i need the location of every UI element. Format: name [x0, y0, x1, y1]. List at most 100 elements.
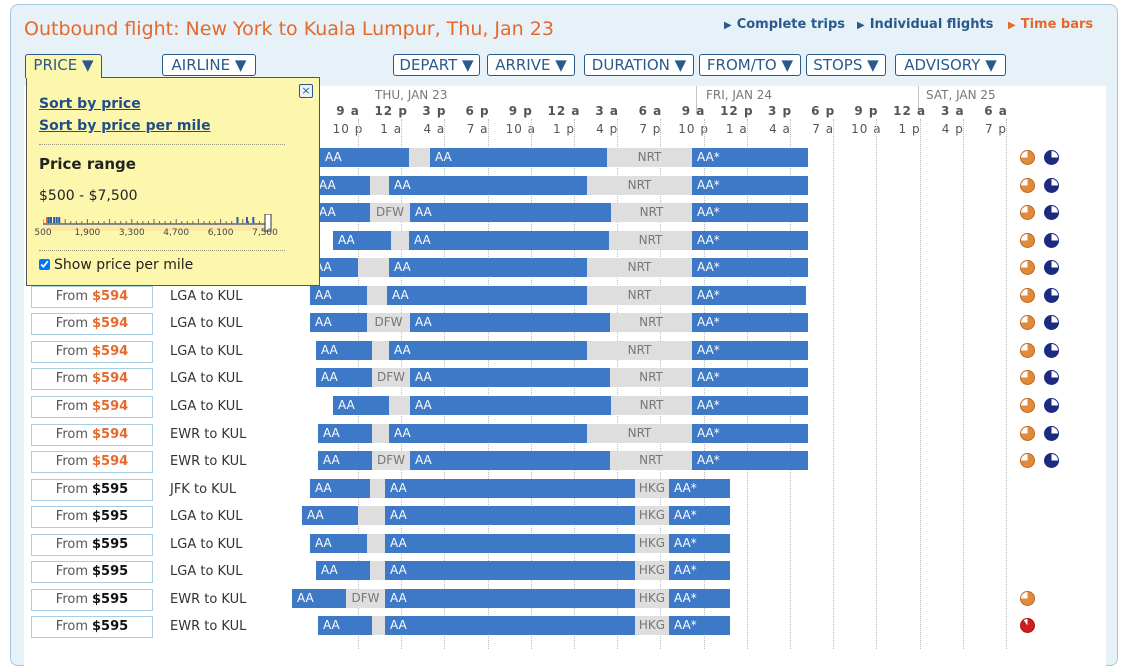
flight-segment[interactable]: AA*: [669, 533, 730, 553]
flight-segment[interactable]: AA: [310, 478, 370, 498]
slider-max-handle[interactable]: [264, 214, 272, 232]
flight-segment[interactable]: AA*: [692, 340, 808, 360]
clock-advisory-icon[interactable]: [1020, 370, 1035, 386]
flight-segment[interactable]: AA: [385, 478, 635, 498]
flight-segment[interactable]: AA: [292, 588, 346, 608]
price-button[interactable]: From $595: [31, 616, 153, 639]
flight-segment[interactable]: AA*: [669, 478, 730, 498]
flight-segment[interactable]: AA: [385, 506, 635, 526]
price-column-button[interactable]: PRICE ▼: [25, 54, 102, 78]
price-button[interactable]: From $594: [31, 313, 153, 336]
flight-segment[interactable]: AA*: [692, 258, 808, 278]
clock-advisory-icon[interactable]: [1020, 287, 1035, 303]
clock-advisory-icon[interactable]: [1020, 150, 1035, 165]
clock-advisory-icon[interactable]: [1020, 397, 1035, 413]
moon-advisory-icon[interactable]: [1044, 342, 1059, 358]
flight-segment[interactable]: AA*: [692, 395, 808, 415]
flight-segment[interactable]: AA: [389, 175, 587, 195]
flight-segment[interactable]: AA: [318, 451, 372, 471]
flight-segment[interactable]: AA*: [692, 423, 808, 443]
flight-segment[interactable]: AA: [318, 616, 372, 636]
moon-advisory-icon[interactable]: [1044, 425, 1059, 441]
price-button[interactable]: From $594: [31, 395, 153, 418]
flight-segment[interactable]: AA*: [669, 506, 730, 526]
price-button[interactable]: From $595: [31, 533, 153, 556]
flight-segment[interactable]: AA: [316, 561, 370, 581]
flight-segment[interactable]: AA: [333, 230, 391, 250]
flight-segment[interactable]: AA: [385, 588, 635, 608]
individual-flights-link[interactable]: ▶ Individual flights: [857, 17, 993, 32]
flight-segment[interactable]: AA: [389, 340, 587, 360]
depart-column-button[interactable]: DEPART ▼: [393, 54, 480, 76]
flight-segment[interactable]: AA: [385, 533, 635, 553]
moon-advisory-icon[interactable]: [1044, 315, 1059, 331]
flight-segment[interactable]: AA: [310, 533, 367, 553]
flight-segment[interactable]: AA: [318, 423, 372, 443]
flight-segment[interactable]: AA: [333, 395, 389, 415]
clock-advisory-icon[interactable]: [1020, 453, 1035, 469]
airline-column-button[interactable]: AIRLINE ▼: [162, 54, 256, 76]
from-to-column-button[interactable]: FROM/TO ▼: [699, 54, 801, 76]
advisory-column-button[interactable]: ADVISORY ▼: [895, 54, 1006, 76]
clock-advisory-icon[interactable]: [1020, 618, 1035, 634]
arrive-column-button[interactable]: ARRIVE ▼: [487, 54, 575, 76]
price-button[interactable]: From $594: [31, 340, 153, 363]
flight-segment[interactable]: AA*: [669, 588, 730, 608]
flight-segment[interactable]: AA: [387, 285, 587, 305]
flight-segment[interactable]: AA: [316, 340, 372, 360]
flight-segment[interactable]: AA*: [669, 616, 730, 636]
flight-segment[interactable]: AA: [314, 203, 370, 223]
stops-column-button[interactable]: STOPS ▼: [806, 54, 886, 76]
moon-advisory-icon[interactable]: [1044, 260, 1059, 276]
price-range-slider[interactable]: [43, 214, 279, 232]
clock-advisory-icon[interactable]: [1020, 315, 1035, 331]
flight-segment[interactable]: AA: [409, 230, 609, 250]
flight-segment[interactable]: AA*: [692, 203, 808, 223]
price-button[interactable]: From $595: [31, 506, 153, 529]
duration-column-button[interactable]: DURATION ▼: [584, 54, 694, 76]
flight-segment[interactable]: AA: [389, 423, 587, 443]
flight-segment[interactable]: AA*: [692, 368, 808, 388]
price-button[interactable]: From $595: [31, 588, 153, 611]
moon-advisory-icon[interactable]: [1044, 205, 1059, 221]
sort-by-price-link[interactable]: Sort by price: [39, 96, 141, 112]
moon-advisory-icon[interactable]: [1044, 232, 1059, 248]
clock-advisory-icon[interactable]: [1020, 260, 1035, 276]
moon-advisory-icon[interactable]: [1044, 370, 1059, 386]
complete-trips-link[interactable]: ▶ Complete trips: [724, 17, 845, 32]
moon-advisory-icon[interactable]: [1044, 397, 1059, 413]
flight-segment[interactable]: AA: [310, 313, 367, 333]
clock-advisory-icon[interactable]: [1020, 177, 1035, 193]
clock-advisory-icon[interactable]: [1020, 232, 1035, 248]
flight-segment[interactable]: AA: [302, 506, 358, 526]
moon-advisory-icon[interactable]: [1044, 287, 1059, 303]
moon-advisory-icon[interactable]: [1044, 453, 1059, 469]
flight-segment[interactable]: AA*: [692, 285, 806, 305]
flight-segment[interactable]: AA*: [692, 148, 808, 167]
close-icon[interactable]: ×: [299, 84, 313, 98]
price-button[interactable]: From $594: [31, 451, 153, 474]
price-button[interactable]: From $595: [31, 478, 153, 501]
moon-advisory-icon[interactable]: [1044, 177, 1059, 193]
flight-segment[interactable]: AA: [410, 451, 610, 471]
flight-segment[interactable]: AA: [410, 203, 611, 223]
clock-advisory-icon[interactable]: [1020, 425, 1035, 441]
flight-segment[interactable]: AA*: [669, 561, 730, 581]
flight-segment[interactable]: AA: [410, 313, 610, 333]
flight-segment[interactable]: AA*: [692, 230, 808, 250]
show-price-per-mile-checkbox[interactable]: [39, 259, 50, 270]
flight-segment[interactable]: AA: [430, 148, 607, 167]
flight-segment[interactable]: AA: [320, 148, 409, 167]
moon-advisory-icon[interactable]: [1044, 150, 1059, 165]
flight-segment[interactable]: AA*: [692, 451, 808, 471]
flight-segment[interactable]: AA: [410, 368, 610, 388]
flight-segment[interactable]: AA: [310, 285, 367, 305]
flight-segment[interactable]: AA: [385, 561, 635, 581]
flight-segment[interactable]: AA: [316, 368, 372, 388]
price-button[interactable]: From $594: [31, 423, 153, 446]
price-button[interactable]: From $594: [31, 285, 153, 308]
clock-advisory-icon[interactable]: [1020, 342, 1035, 358]
price-button[interactable]: From $595: [31, 561, 153, 584]
clock-advisory-icon[interactable]: [1020, 590, 1035, 606]
show-price-per-mile-option[interactable]: Show price per mile: [39, 257, 193, 273]
